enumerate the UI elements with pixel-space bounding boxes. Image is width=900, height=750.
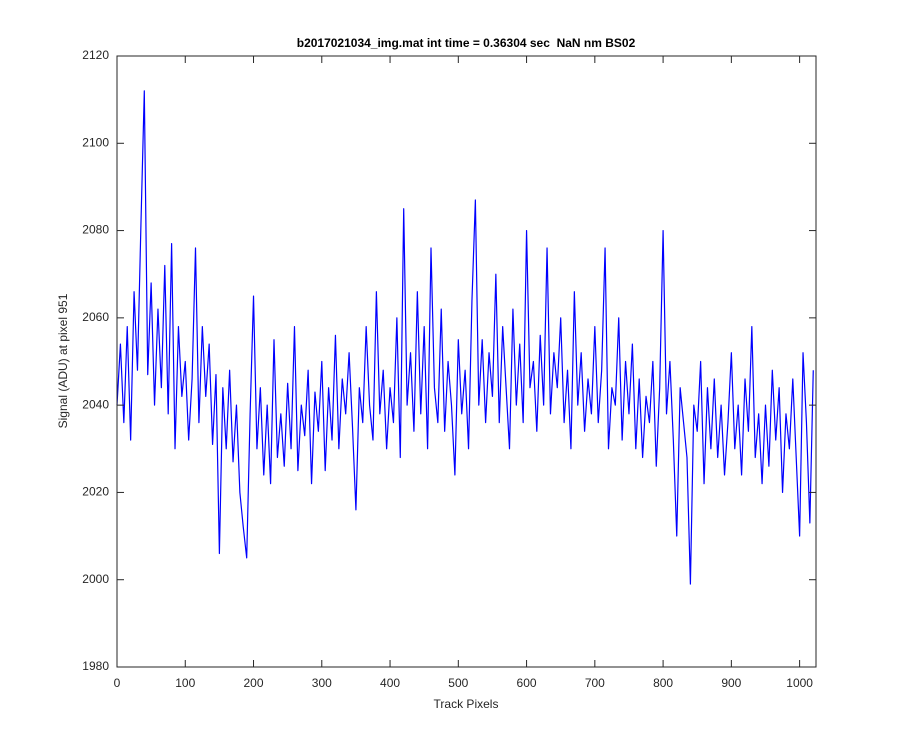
x-tick-label: 100 bbox=[175, 676, 195, 690]
x-tick-label: 500 bbox=[448, 676, 468, 690]
y-tick-label: 2000 bbox=[82, 572, 109, 586]
x-axis-label: Track Pixels bbox=[434, 697, 499, 711]
y-tick-label: 1980 bbox=[82, 659, 109, 673]
x-tick-label: 300 bbox=[312, 676, 332, 690]
data-line bbox=[116, 90, 814, 585]
x-tick-label: 1000 bbox=[786, 676, 813, 690]
x-tick-label: 200 bbox=[244, 676, 264, 690]
y-tick-label: 2120 bbox=[82, 48, 109, 62]
x-tick-label: 0 bbox=[114, 676, 121, 690]
y-axis-label: Signal (ADU) at pixel 951 bbox=[56, 293, 70, 428]
y-tick-label: 2100 bbox=[82, 135, 109, 149]
x-tick-label: 700 bbox=[585, 676, 605, 690]
chart-title: b2017021034_img.mat int time = 0.36304 s… bbox=[297, 36, 636, 50]
x-tick-label: 600 bbox=[517, 676, 537, 690]
plot-area bbox=[117, 56, 816, 667]
y-tick-label: 2020 bbox=[82, 485, 109, 499]
x-tick-label: 900 bbox=[721, 676, 741, 690]
x-tick-label: 800 bbox=[653, 676, 673, 690]
y-tick-label: 2040 bbox=[82, 397, 109, 411]
plot-frame bbox=[116, 55, 817, 668]
y-tick-label: 2060 bbox=[82, 310, 109, 324]
y-tick-label: 2080 bbox=[82, 223, 109, 237]
x-tick-label: 400 bbox=[380, 676, 400, 690]
